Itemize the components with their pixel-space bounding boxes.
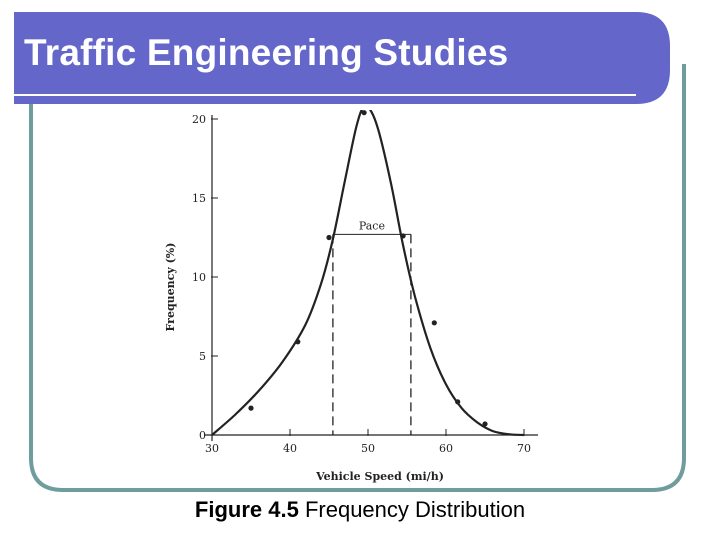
pace-label: Pace (359, 219, 385, 232)
y-tick-label: 15 (192, 192, 206, 205)
title-bar (14, 12, 670, 104)
figure-caption: Figure 4.5 Frequency Distribution (0, 497, 720, 523)
x-tick-label: 40 (283, 442, 297, 455)
y-axis-label: Frequency (%) (164, 243, 177, 332)
x-tick-label: 50 (361, 442, 375, 455)
x-axis-label: Vehicle Speed (mi/h) (315, 470, 444, 483)
y-tick-label: 5 (199, 350, 206, 363)
data-point (248, 405, 254, 411)
content-border (29, 64, 686, 492)
x-tick-label: 70 (517, 442, 531, 455)
data-point (400, 233, 406, 239)
y-tick-label: 10 (192, 271, 206, 284)
chart-svg: 0 5 10 15 20 30 40 50 60 70 Vehicle Speed (mi/h) Fr… (164, 104, 538, 483)
y-tick-label: 20 (192, 113, 206, 126)
data-point (482, 421, 488, 427)
data-point (455, 399, 461, 405)
y-tick-label: 0 (199, 429, 206, 442)
frequency-chart: 0 5 10 15 20 30 40 50 60 70 Vehicle Speed (mi/h) Fr… (163, 104, 543, 488)
data-point (361, 110, 367, 116)
data-point (326, 234, 332, 241)
x-tick-label: 30 (205, 442, 219, 455)
data-point (295, 339, 301, 345)
data-point (431, 320, 437, 326)
caption-figure-number: Figure 4.5 (194, 497, 299, 522)
distribution-curve (211, 104, 525, 437)
caption-text: Frequency Distribution (298, 497, 526, 522)
x-tick-label: 60 (439, 442, 453, 455)
slide-title: Traffic Engineering Studies (24, 32, 509, 73)
